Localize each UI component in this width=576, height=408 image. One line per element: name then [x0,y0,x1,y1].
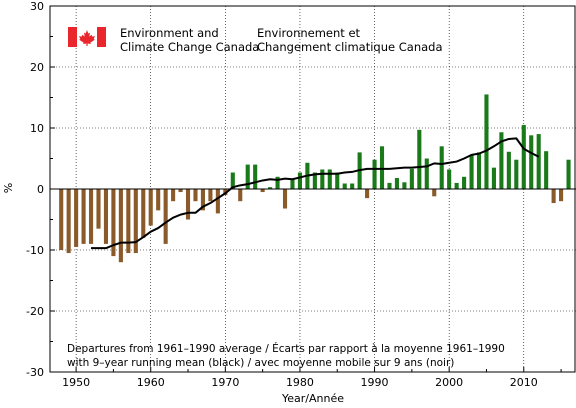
bar-1990 [372,159,377,189]
x-tick-label: 2010 [510,376,538,389]
x-tick-label: 1950 [62,376,90,389]
bar-2005 [484,94,489,189]
bar-1950 [74,189,79,247]
bar-1948 [59,189,64,250]
bar-1964 [178,189,183,193]
bar-1978 [282,189,288,209]
bar-1998 [432,189,437,197]
bar-2000 [447,169,452,189]
bar-2001 [454,182,459,189]
bar-1965 [185,189,191,220]
bar-1985 [335,172,340,189]
x-tick-label: 1980 [286,376,314,389]
y-tick-label: 30 [30,0,44,13]
axes: -30 -20 -10 0 10 20 30 1950 1960 1970 1980 1990 2000… [26,0,576,389]
bar-1986 [342,183,347,189]
bar-1961 [156,189,161,211]
bar-1973 [245,164,250,189]
x-tick-label: 1960 [137,376,165,389]
bar-1984 [327,169,332,189]
bar-2002 [462,176,467,189]
bar-1968 [208,189,213,202]
bar-2010 [521,124,526,189]
bar-1982 [312,172,317,189]
bar-1992 [387,182,392,189]
bar-2009 [514,159,519,189]
bar-1987 [350,183,355,189]
y-tick-label: 0 [37,183,44,196]
bar-1952 [88,189,94,244]
bar-1966 [193,189,198,202]
canada-flag-logo [68,27,106,47]
bar-2007 [499,132,504,189]
x-axis-title: Year/Année [281,392,344,405]
bar-1980 [297,172,302,189]
x-tick-label: 2000 [435,376,463,389]
bar-1977 [275,176,280,189]
bar-1994 [402,182,407,189]
x-tick-label: 1970 [211,376,239,389]
y-tick-label: -20 [26,305,44,318]
running-mean-line [91,137,540,250]
bar-1949 [66,189,71,254]
bar-1974 [253,164,258,189]
chart-note-line2: with 9–year running mean (black) / avec … [67,357,454,369]
bar-1951 [81,189,86,244]
y-tick-label: -10 [26,244,44,257]
bar-1967 [200,189,206,211]
y-axis-title: % [2,183,15,193]
y-tick-label: 20 [30,61,44,74]
org-name-en-line1: Environment and [120,26,219,40]
bar-1959 [141,189,146,238]
bar-2004 [476,152,482,189]
chart-note-line1: Departures from 1961–1990 average / Écar… [67,342,505,355]
bar-1963 [171,189,176,202]
bar-1957 [126,189,131,254]
bar-1999 [439,146,444,189]
bar-1962 [163,189,168,244]
bar-2015 [559,189,564,202]
bar-1960 [148,189,153,226]
bar-1983 [320,169,325,189]
org-name-en-line2: Climate Change Canada [120,40,259,54]
org-name-fr-line1: Environnement et [257,26,361,40]
bar-2008 [506,151,511,189]
y-tick-label: 10 [30,122,44,135]
bar-2006 [491,167,496,189]
bar-1956 [118,189,123,263]
bar-1989 [365,189,370,199]
bar-1954 [103,189,109,244]
y-tick-label: -30 [26,366,44,379]
bar-1979 [290,179,295,189]
bar-1976 [268,187,273,189]
bar-1975 [260,189,265,193]
bar-2014 [551,189,556,204]
bar-1997 [424,158,429,189]
bar-1969 [215,189,220,214]
bar-1953 [96,189,101,229]
bar-1972 [238,189,243,202]
maple-leaf-icon [79,30,95,46]
bar-1995 [409,168,414,189]
bar-1955 [111,189,116,257]
bar-1958 [133,189,138,254]
x-tick-label: 1990 [361,376,389,389]
flag-right-bar [97,27,106,47]
bar-2003 [469,155,474,189]
bar-1971 [230,172,235,189]
org-name-fr-line2: Changement climatique Canada [257,40,443,54]
bar-2016 [566,159,571,189]
running-mean-series [91,137,540,250]
bar-series [59,94,571,263]
bar-1996 [417,129,422,189]
flag-left-bar [68,27,77,47]
bar-2011 [529,135,534,189]
bar-1991 [379,146,385,189]
bar-1993 [394,178,399,189]
bar-2012 [536,134,541,189]
bar-2013 [544,151,549,189]
